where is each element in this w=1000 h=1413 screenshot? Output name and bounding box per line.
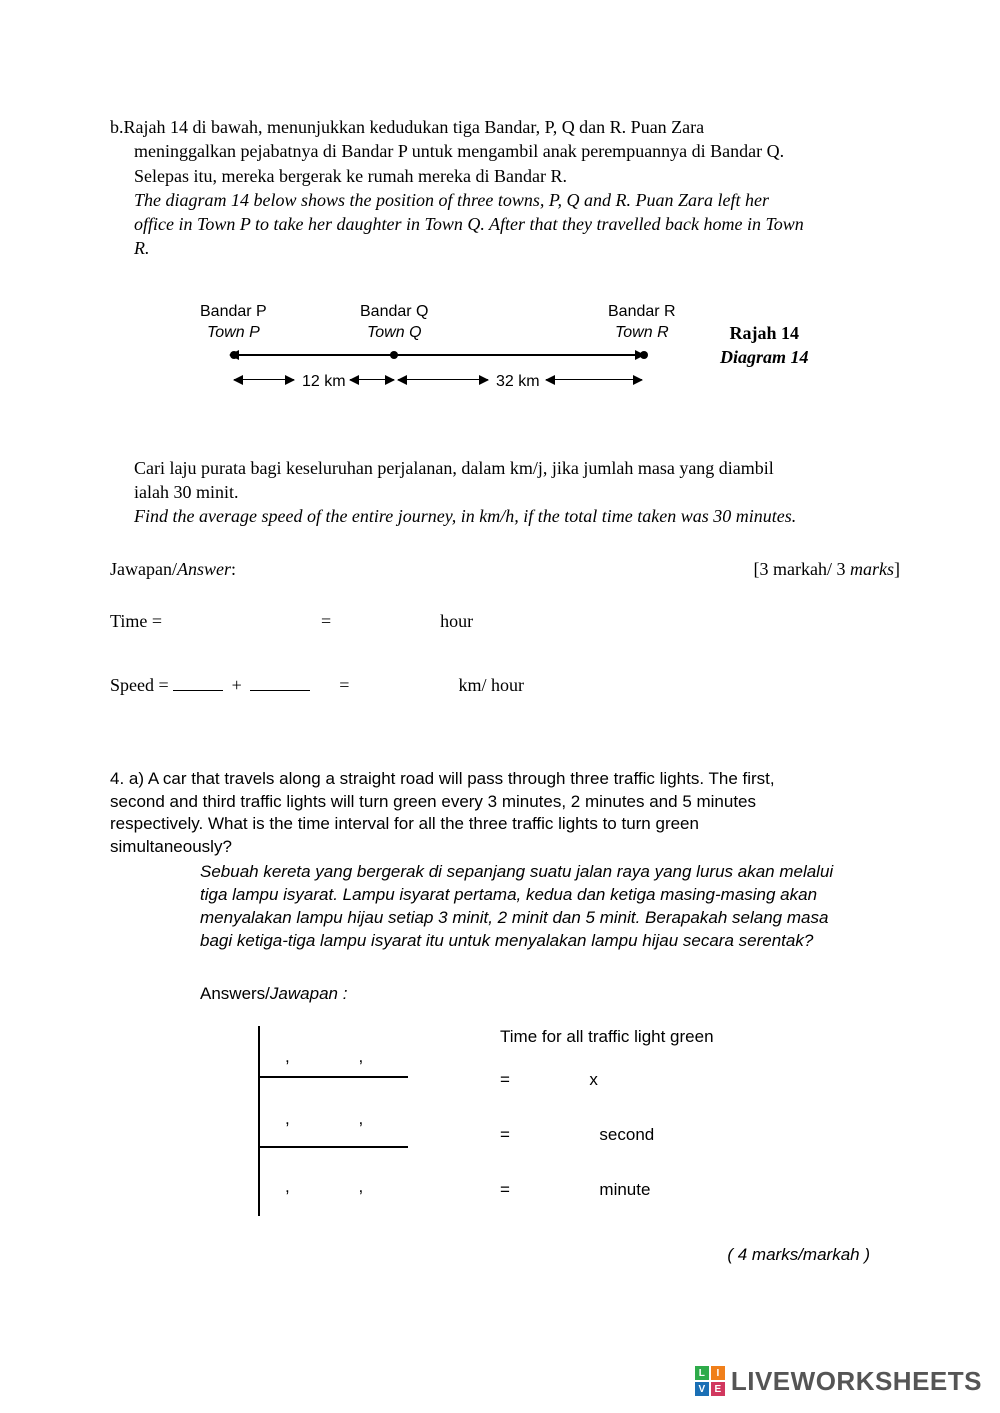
dim-12-right: [350, 379, 394, 381]
q4-ms-2: tiga lampu isyarat. Lampu isyarat pertam…: [200, 884, 900, 907]
dim-32-right: [546, 379, 642, 381]
calc-r3-eq: =: [500, 1180, 510, 1199]
qb-en-3: R.: [110, 236, 900, 260]
qb-en-1: The diagram 14 below shows the position …: [110, 188, 900, 212]
wm-cell-3: V: [695, 1382, 709, 1396]
watermark-text: LIVEWORKSHEETS: [731, 1364, 982, 1399]
label-town-p: Town P: [200, 322, 267, 344]
q4-ans-label: Answers/: [200, 984, 270, 1003]
comma-row-3: , ,: [285, 1176, 395, 1199]
label-bandar-q: Bandar Q: [360, 301, 428, 323]
main-line: [230, 354, 644, 356]
dim-32-left: [398, 379, 488, 381]
watermark-badge: L I V E: [695, 1366, 725, 1396]
q4-ms-3: menyalakan lampu hijau setiap 3 minit, 2…: [200, 907, 900, 930]
speed-equation[interactable]: Speed = + = km/ hour: [110, 673, 900, 697]
liveworksheets-watermark: L I V E LIVEWORKSHEETS: [695, 1364, 982, 1399]
question-4a: 4. a) A car that travels along a straigh…: [110, 768, 900, 1006]
q4-en-4: simultaneously?: [110, 836, 900, 859]
marks-4-text: ( 4 marks/markah ): [727, 1245, 870, 1264]
qb-en-2: office in Town P to take her daughter in…: [110, 212, 900, 236]
marks-it: marks: [850, 559, 894, 579]
calc-r1-eq: =: [500, 1070, 510, 1089]
answer-colon: :: [231, 559, 236, 579]
marks-open: [3 markah/ 3: [754, 559, 850, 579]
comma-row-1: , ,: [285, 1046, 395, 1069]
caption-rajah: Rajah 14: [720, 321, 809, 345]
qb-ms-1: Rajah 14 di bawah, menunjukkan kedudukan…: [124, 115, 901, 139]
calc-title: Time for all traffic light green: [500, 1026, 714, 1049]
dim-12-left: [234, 379, 294, 381]
instr-ms-2: ialah 30 minit.: [110, 480, 900, 504]
dim-32-label: 32 km: [496, 371, 540, 393]
label-town-r: Town R: [608, 322, 676, 344]
instr-ms-1: Cari laju purata bagi keseluruhan perjal…: [110, 456, 900, 480]
calc-r1-x: x: [589, 1070, 598, 1089]
q4-ms-1: Sebuah kereta yang bergerak di sepanjang…: [200, 861, 900, 884]
calc-r3-minute: minute: [599, 1180, 650, 1199]
speed-pre: Speed =: [110, 675, 169, 695]
qb-ms-3: Selepas itu, mereka bergerak ke rumah me…: [110, 164, 900, 188]
division-vbar: [258, 1026, 260, 1216]
diagram-14: Bandar P Town P Bandar Q Town Q Bandar R…: [190, 301, 900, 421]
work-area[interactable]: , , , , , , Time for all traffic light g…: [230, 1026, 900, 1234]
dim-12-label: 12 km: [302, 371, 346, 393]
calc-column[interactable]: Time for all traffic light green = x = s…: [500, 1026, 714, 1234]
time-hour: hour: [440, 611, 473, 631]
answer-label-en: Answer: [177, 559, 231, 579]
q4-ans-label-it: Jawapan :: [270, 984, 348, 1003]
q4-prefix: 4. a): [110, 769, 148, 788]
caption-diagram: Diagram 14: [720, 345, 809, 369]
qb-prefix: b.: [110, 115, 124, 139]
instr-en: Find the average speed of the entire jou…: [110, 504, 900, 528]
question-b: b. Rajah 14 di bawah, menunjukkan kedudu…: [110, 115, 900, 261]
q4-en-1: A car that travels along a straight road…: [148, 769, 775, 788]
speed-eq: =: [339, 675, 349, 695]
label-bandar-p: Bandar P: [200, 301, 267, 323]
time-eq: =: [321, 611, 331, 631]
comma-row-2: , ,: [285, 1108, 395, 1131]
q4-en-2: second and third traffic lights will tur…: [110, 791, 900, 814]
marks-close: ]: [894, 559, 900, 579]
wm-cell-1: L: [695, 1366, 709, 1380]
time-equation[interactable]: Time = = hour: [110, 609, 900, 633]
division-hbar-1: [258, 1076, 408, 1078]
speed-plus: +: [228, 675, 246, 695]
calc-r2-eq: =: [500, 1125, 510, 1144]
label-town-q: Town Q: [360, 322, 428, 344]
speed-kmh: km/ hour: [458, 675, 524, 695]
time-pre: Time =: [110, 611, 162, 631]
instruction-block: Cari laju purata bagi keseluruhan perjal…: [110, 456, 900, 529]
division-box[interactable]: , , , , , ,: [230, 1026, 430, 1216]
qb-ms-2: meninggalkan pejabatnya di Bandar P untu…: [110, 139, 900, 163]
division-hbar-2: [258, 1146, 408, 1148]
wm-cell-4: E: [711, 1382, 725, 1396]
calc-r2-second: second: [599, 1125, 654, 1144]
q4-ms-4: bagi ketiga-tiga lampu isyarat itu untuk…: [200, 930, 900, 953]
q4-en-3: respectively. What is the time interval …: [110, 813, 900, 836]
label-bandar-r: Bandar R: [608, 301, 676, 323]
answer-marks-row: Jawapan/Answer: [3 markah/ 3 marks]: [110, 557, 900, 581]
answer-label-ms: Jawapan/: [110, 559, 177, 579]
marks-4: ( 4 marks/markah ): [110, 1244, 900, 1267]
wm-cell-2: I: [711, 1366, 725, 1380]
